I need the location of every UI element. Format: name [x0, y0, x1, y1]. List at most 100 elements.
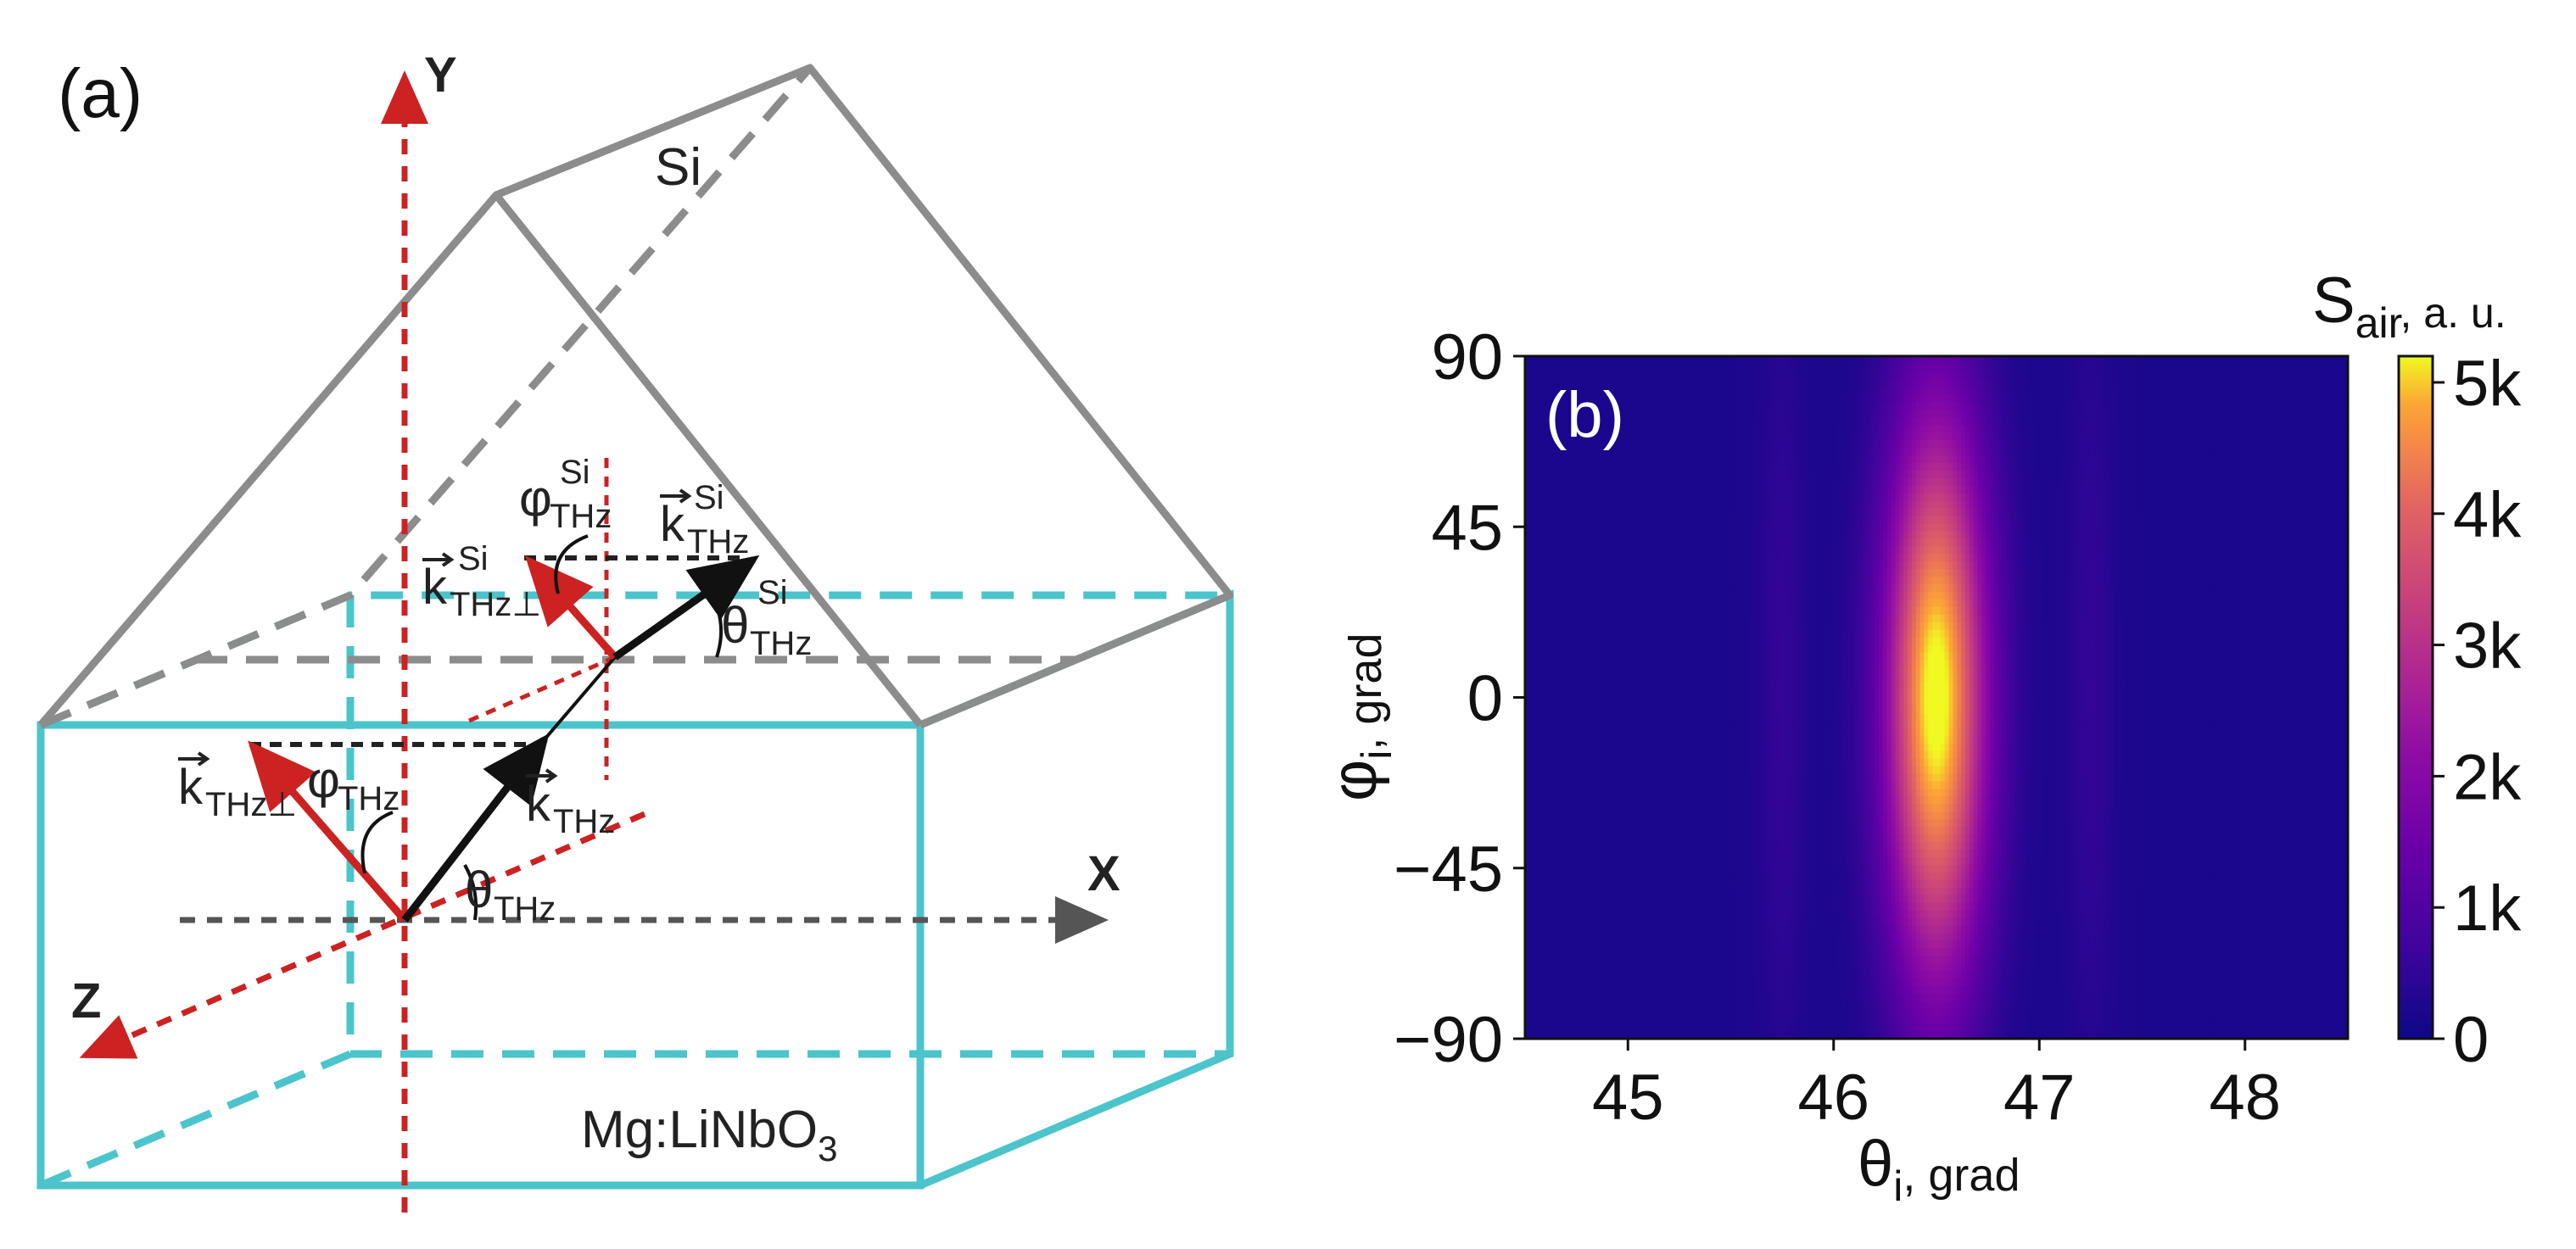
heatmap-cell — [1550, 1031, 1555, 1040]
heatmap-cell — [1550, 363, 1555, 372]
heatmap-cell — [1730, 583, 1736, 592]
heatmap-cell — [1553, 644, 1559, 653]
heatmap-cell — [1648, 758, 1654, 767]
heatmap-cell — [1664, 872, 1670, 880]
heatmap-cell — [1590, 499, 1596, 509]
heatmap-cell — [1746, 743, 1752, 751]
heatmap-cell — [1718, 424, 1724, 433]
heatmap-cell — [1685, 735, 1690, 744]
heatmap-cell — [1533, 568, 1539, 577]
heatmap-cell — [1537, 560, 1543, 570]
heatmap-cell — [1702, 470, 1707, 478]
heatmap-cell — [1718, 674, 1724, 683]
heatmap-cell — [1623, 705, 1629, 714]
heatmap-cell — [1599, 735, 1604, 744]
heatmap-cell — [1648, 962, 1654, 972]
heatmap-cell — [1574, 545, 1579, 555]
heatmap-cell — [1603, 1008, 1608, 1017]
heatmap-cell — [1718, 728, 1724, 736]
heatmap-cell — [1746, 902, 1752, 911]
heatmap-cell — [1635, 818, 1641, 828]
heatmap-cell — [1735, 993, 1740, 1001]
heatmap-cell — [1681, 743, 1686, 751]
heatmap-cell — [1702, 636, 1707, 645]
heatmap-cell — [1697, 568, 1703, 577]
heatmap-cell — [1603, 705, 1608, 714]
heatmap-cell — [1710, 416, 1715, 426]
heatmap-cell — [1525, 940, 1530, 949]
heatmap-cell — [1710, 371, 1715, 380]
heatmap-cell — [1599, 393, 1604, 403]
heatmap-cell — [1537, 424, 1543, 433]
heatmap-cell — [1697, 409, 1703, 418]
heatmap-cell — [1553, 568, 1559, 577]
heatmap-cell — [1537, 659, 1543, 668]
heatmap-cell — [1582, 758, 1588, 767]
heatmap-cell — [1628, 530, 1633, 539]
heatmap-cell — [1714, 401, 1719, 410]
heatmap-cell — [1664, 1008, 1670, 1017]
heatmap-cell — [1635, 947, 1641, 956]
heatmap-cell — [1718, 879, 1724, 888]
heatmap-cell — [1739, 902, 1744, 911]
heatmap-cell — [1657, 856, 1662, 865]
heatmap-cell — [1595, 1016, 1600, 1024]
heatmap-cell — [1582, 493, 1588, 501]
heatmap-cell — [1726, 651, 1732, 661]
heatmap-cell — [1635, 651, 1641, 661]
heatmap-cell — [1525, 856, 1530, 865]
heatmap-cell — [1628, 743, 1633, 751]
heatmap-cell — [1541, 856, 1546, 865]
heatmap-cell — [1640, 697, 1646, 706]
heatmap-cell — [1657, 682, 1662, 691]
heatmap-cell — [1735, 841, 1740, 850]
heatmap-cell — [1541, 887, 1546, 895]
heatmap-cell — [1623, 591, 1629, 599]
heatmap-cell — [1668, 409, 1674, 418]
heatmap-cell — [1673, 818, 1679, 828]
heatmap-cell — [1681, 970, 1686, 979]
heatmap-cell — [1619, 499, 1625, 509]
heatmap-cell — [1739, 1001, 1744, 1009]
heatmap-cell — [1528, 735, 1534, 744]
heatmap-cell — [1652, 462, 1657, 471]
heatmap-cell — [1648, 766, 1654, 774]
heatmap-cell — [1735, 720, 1740, 728]
heatmap-cell — [1697, 705, 1703, 714]
heatmap-cell — [1743, 393, 1748, 403]
heatmap-cell — [1673, 917, 1679, 926]
heatmap-cell — [1619, 978, 1625, 987]
heatmap-cell — [1615, 720, 1621, 728]
heatmap-cell — [1664, 606, 1670, 615]
heatmap-cell — [1722, 666, 1728, 676]
heatmap-cell — [1628, 538, 1633, 547]
heatmap-cell — [1562, 720, 1567, 728]
heatmap-cell — [1533, 674, 1539, 683]
heatmap-cell — [1537, 795, 1543, 805]
heatmap-cell — [1730, 818, 1736, 828]
heatmap-cell — [1607, 864, 1612, 873]
heatmap-cell — [1579, 818, 1584, 828]
heatmap-cell — [1635, 697, 1641, 706]
heatmap-cell — [1739, 371, 1744, 380]
heatmap-cell — [1574, 902, 1579, 911]
heatmap-cell — [1595, 470, 1600, 478]
heatmap-cell — [1533, 970, 1539, 979]
heatmap-cell — [1746, 750, 1752, 759]
heatmap-cell — [1697, 720, 1703, 728]
heatmap-cell — [1673, 522, 1679, 532]
heatmap-cell — [1640, 917, 1646, 926]
heatmap-cell — [1668, 644, 1674, 653]
heatmap-cell — [1619, 887, 1625, 895]
heatmap-cell — [1702, 393, 1707, 403]
heatmap-cell — [1557, 735, 1563, 744]
heatmap-cell — [1706, 416, 1711, 426]
heatmap-cell — [1615, 493, 1621, 501]
heatmap-cell — [1661, 811, 1666, 820]
heatmap-cell — [1685, 879, 1690, 888]
heatmap-cell — [1607, 932, 1612, 941]
heatmap-cell — [1582, 909, 1588, 918]
heatmap-cell — [1685, 393, 1690, 403]
heatmap-cell — [1632, 750, 1637, 759]
heatmap-cell — [1582, 356, 1588, 365]
